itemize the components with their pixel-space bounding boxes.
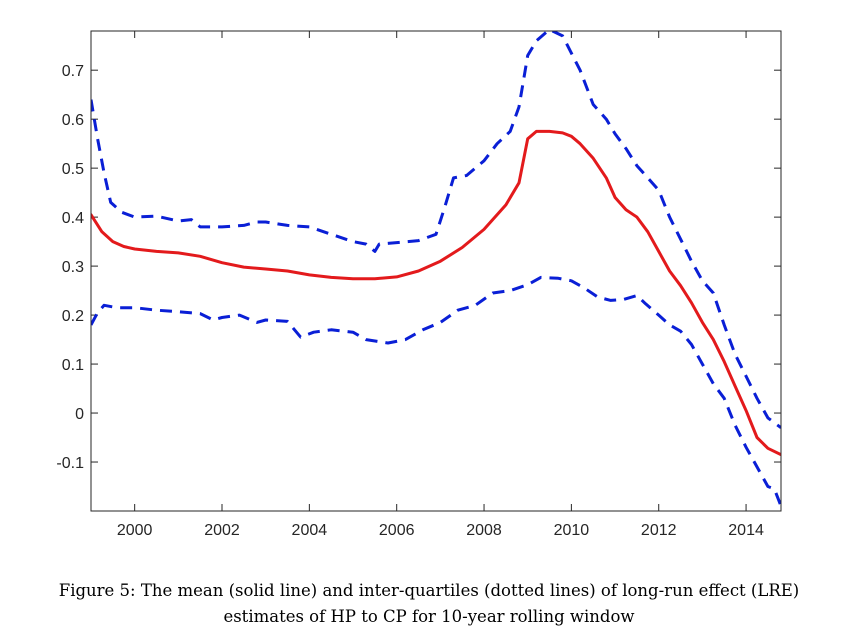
- y-tick-label: 0.7: [62, 63, 84, 80]
- x-axis: 2000 2002 2004 2006 2008 2010 2012 2014: [117, 31, 764, 539]
- y-tick-label: 0.5: [62, 161, 84, 178]
- x-tick-label: 2000: [117, 522, 153, 539]
- x-tick-label: 2004: [292, 522, 328, 539]
- y-tick-label: 0.2: [62, 308, 84, 325]
- y-tick-label: 0.4: [62, 210, 84, 227]
- plot-area: [91, 31, 781, 511]
- figure-caption-line-2: estimates of HP to CP for 10-year rollin…: [223, 607, 635, 626]
- plot-frame: [90, 30, 782, 512]
- y-tick-label: 0.6: [62, 112, 84, 129]
- y-axis: -0.1 0 0.1 0.2 0.3 0.4 0.5 0.6 0.7: [56, 63, 781, 472]
- lower-quartile-series-line: [91, 275, 781, 507]
- x-tick-label: 2008: [466, 522, 502, 539]
- x-tick-label: 2012: [641, 522, 677, 539]
- x-tick-label: 2002: [204, 522, 240, 539]
- mean-series-line: [91, 129, 781, 457]
- y-tick-label: -0.1: [56, 455, 84, 472]
- figure-caption-line-1: Figure 5: The mean (solid line) and inte…: [58, 581, 800, 600]
- x-tick-label: 2006: [379, 522, 415, 539]
- x-tick-label: 2014: [728, 522, 764, 539]
- y-tick-label: 0.1: [62, 357, 84, 374]
- series-layer: [91, 31, 781, 507]
- line-chart: 2000 2002 2004 2006 2008 2010 2012 2014 -0.1 0 0.…: [56, 30, 782, 539]
- upper-quartile-series-line: [91, 31, 781, 429]
- x-tick-label: 2010: [554, 522, 590, 539]
- y-tick-label: 0.3: [62, 259, 84, 276]
- y-tick-label: 0: [75, 406, 84, 423]
